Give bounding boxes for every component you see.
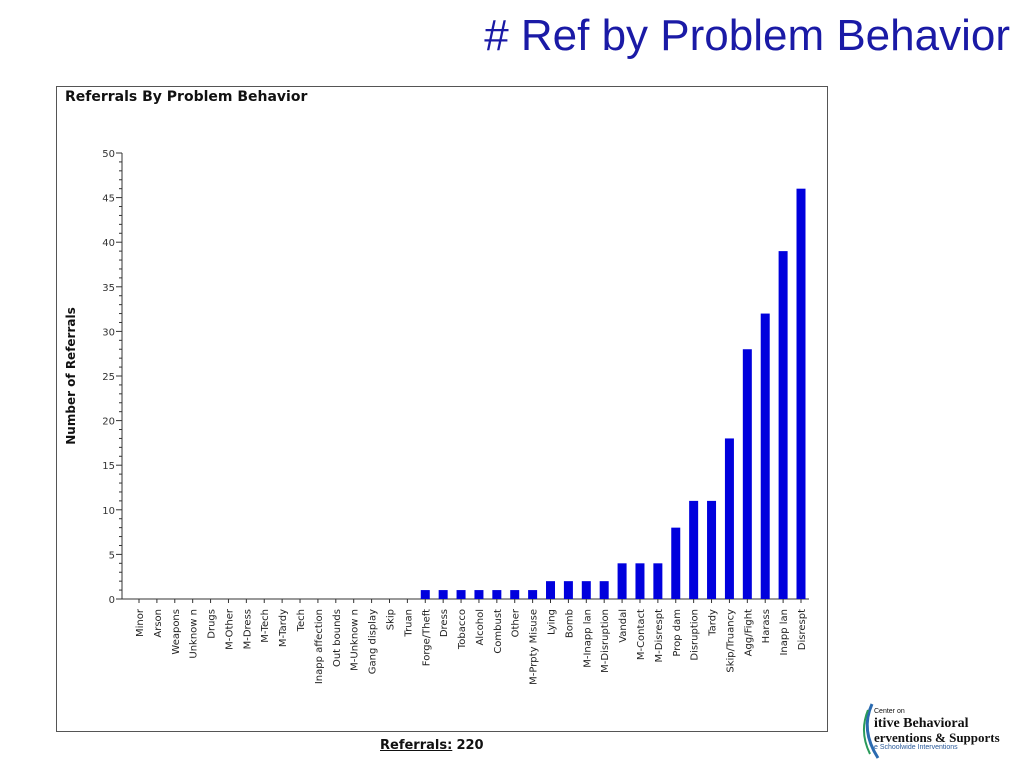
x-tick-label: M-Other — [224, 608, 235, 650]
x-tick-label: Tobacco — [457, 609, 468, 650]
logo-text-line: e Schoolwide Interventions — [874, 744, 958, 751]
bar[interactable] — [546, 581, 556, 599]
x-tick-label: Unknow n — [189, 609, 200, 659]
bar[interactable] — [760, 313, 770, 599]
x-tick-label: M-Disrespt — [654, 609, 665, 663]
x-tick-label: Lying — [547, 609, 558, 635]
bar[interactable] — [635, 563, 645, 599]
logo-text-line: Center on — [874, 708, 905, 715]
x-tick-label: Inapp affection — [314, 609, 325, 684]
x-tick-label: M-Unknow n — [350, 609, 361, 671]
y-axis-label: Number of Referrals — [64, 307, 78, 444]
logo-text-line: itive Behavioral — [874, 716, 969, 731]
y-tick-label: 20 — [102, 417, 115, 428]
bar[interactable] — [707, 500, 717, 599]
x-tick-label: Disrespt — [797, 609, 808, 650]
x-tick-label: Out bounds — [332, 609, 343, 667]
x-tick-label: Agg/Fight — [743, 609, 754, 656]
bar[interactable] — [796, 188, 806, 599]
x-tick-label: Inapp lan — [779, 609, 790, 656]
bar[interactable] — [689, 500, 699, 599]
bar[interactable] — [438, 590, 448, 599]
x-tick-label: Bomb — [564, 609, 575, 638]
x-tick-label: Prop dam — [672, 609, 683, 657]
y-tick-label: 35 — [102, 283, 115, 294]
x-tick-label: Truan — [403, 609, 414, 638]
x-tick-label: Minor — [135, 608, 146, 637]
bar[interactable] — [581, 581, 591, 599]
x-tick-label: Combust — [493, 609, 504, 654]
x-tick-label: Dress — [439, 609, 450, 637]
referral-total-label[interactable]: Referrals: — [380, 738, 453, 753]
y-tick-label: 40 — [102, 238, 115, 249]
x-tick-label: Vandal — [618, 609, 629, 643]
slide-title: # Ref by Problem Behavior — [484, 11, 1010, 60]
x-tick-label: Forge/Theft — [421, 609, 432, 666]
bar[interactable] — [599, 581, 609, 599]
logo-text-line: erventions & Supports — [874, 730, 1000, 745]
pbis-logo: Center on itive Behavioral erventions & … — [858, 700, 1020, 760]
chart-panel: 0 5 10 15 20 25 30 35 40 45 50 Minor Arson Weapons Un… — [56, 86, 828, 732]
x-tick-label: M-Inapp lan — [582, 609, 593, 668]
y-tick-label: 50 — [102, 149, 115, 160]
bar[interactable] — [724, 438, 734, 599]
bar-chart: 0 5 10 15 20 25 30 35 40 45 50 Minor Arson Weapons Un… — [64, 149, 809, 685]
bar[interactable] — [671, 527, 681, 599]
x-tick-label: Drugs — [207, 609, 218, 639]
x-tick-label: Tech — [296, 609, 307, 632]
y-tick-label: 0 — [109, 595, 115, 606]
y-tick-label: 10 — [102, 506, 115, 517]
bar[interactable] — [456, 590, 466, 599]
referral-total: Referrals: 220 — [380, 738, 484, 753]
bar[interactable] — [474, 590, 484, 599]
bar[interactable] — [420, 590, 430, 599]
x-tick-label: Arson — [153, 609, 164, 638]
x-tick-label: M-Tardy — [278, 609, 289, 647]
bar[interactable] — [778, 251, 788, 599]
x-tick-label: M-Tech — [260, 609, 271, 643]
x-tick-label: Other — [511, 608, 522, 637]
bar[interactable] — [492, 590, 502, 599]
logo-swoosh-icon — [863, 703, 880, 759]
bar[interactable] — [617, 563, 627, 599]
x-tick-label: M-Disruption — [600, 609, 611, 673]
chart-title: Referrals By Problem Behavior — [65, 89, 308, 105]
x-tick-label: M-Dress — [242, 609, 253, 649]
x-tick-label: Disruption — [690, 609, 701, 661]
referral-total-value: 220 — [456, 738, 484, 753]
x-tick-label: Skip/Truancy — [725, 609, 736, 673]
bar[interactable] — [528, 590, 538, 599]
x-tick-label: Harass — [761, 609, 772, 643]
y-tick-label: 25 — [102, 372, 115, 383]
x-tick-label: Skip — [385, 609, 396, 630]
y-axis: 0 5 10 15 20 25 30 35 40 45 50 — [102, 149, 123, 606]
bar[interactable] — [510, 590, 520, 599]
x-tick-label: Alcohol — [475, 609, 486, 645]
bar[interactable] — [563, 581, 573, 599]
y-tick-label: 45 — [102, 194, 115, 205]
x-tick-label: Gang display — [368, 609, 379, 674]
x-tick-label: Tardy — [708, 609, 719, 637]
x-tick-label: M-Prpty Misuse — [529, 609, 540, 685]
y-tick-label: 15 — [102, 461, 115, 472]
y-tick-label: 5 — [109, 550, 115, 561]
x-axis: Minor Arson Weapons Unknow n Drugs M-Other M-D… — [122, 598, 809, 685]
bar[interactable] — [653, 563, 663, 599]
bars — [420, 188, 806, 599]
y-tick-label: 30 — [102, 327, 115, 338]
x-tick-label: M-Contact — [636, 609, 647, 660]
bar[interactable] — [742, 349, 752, 599]
x-tick-label: Weapons — [171, 609, 182, 655]
